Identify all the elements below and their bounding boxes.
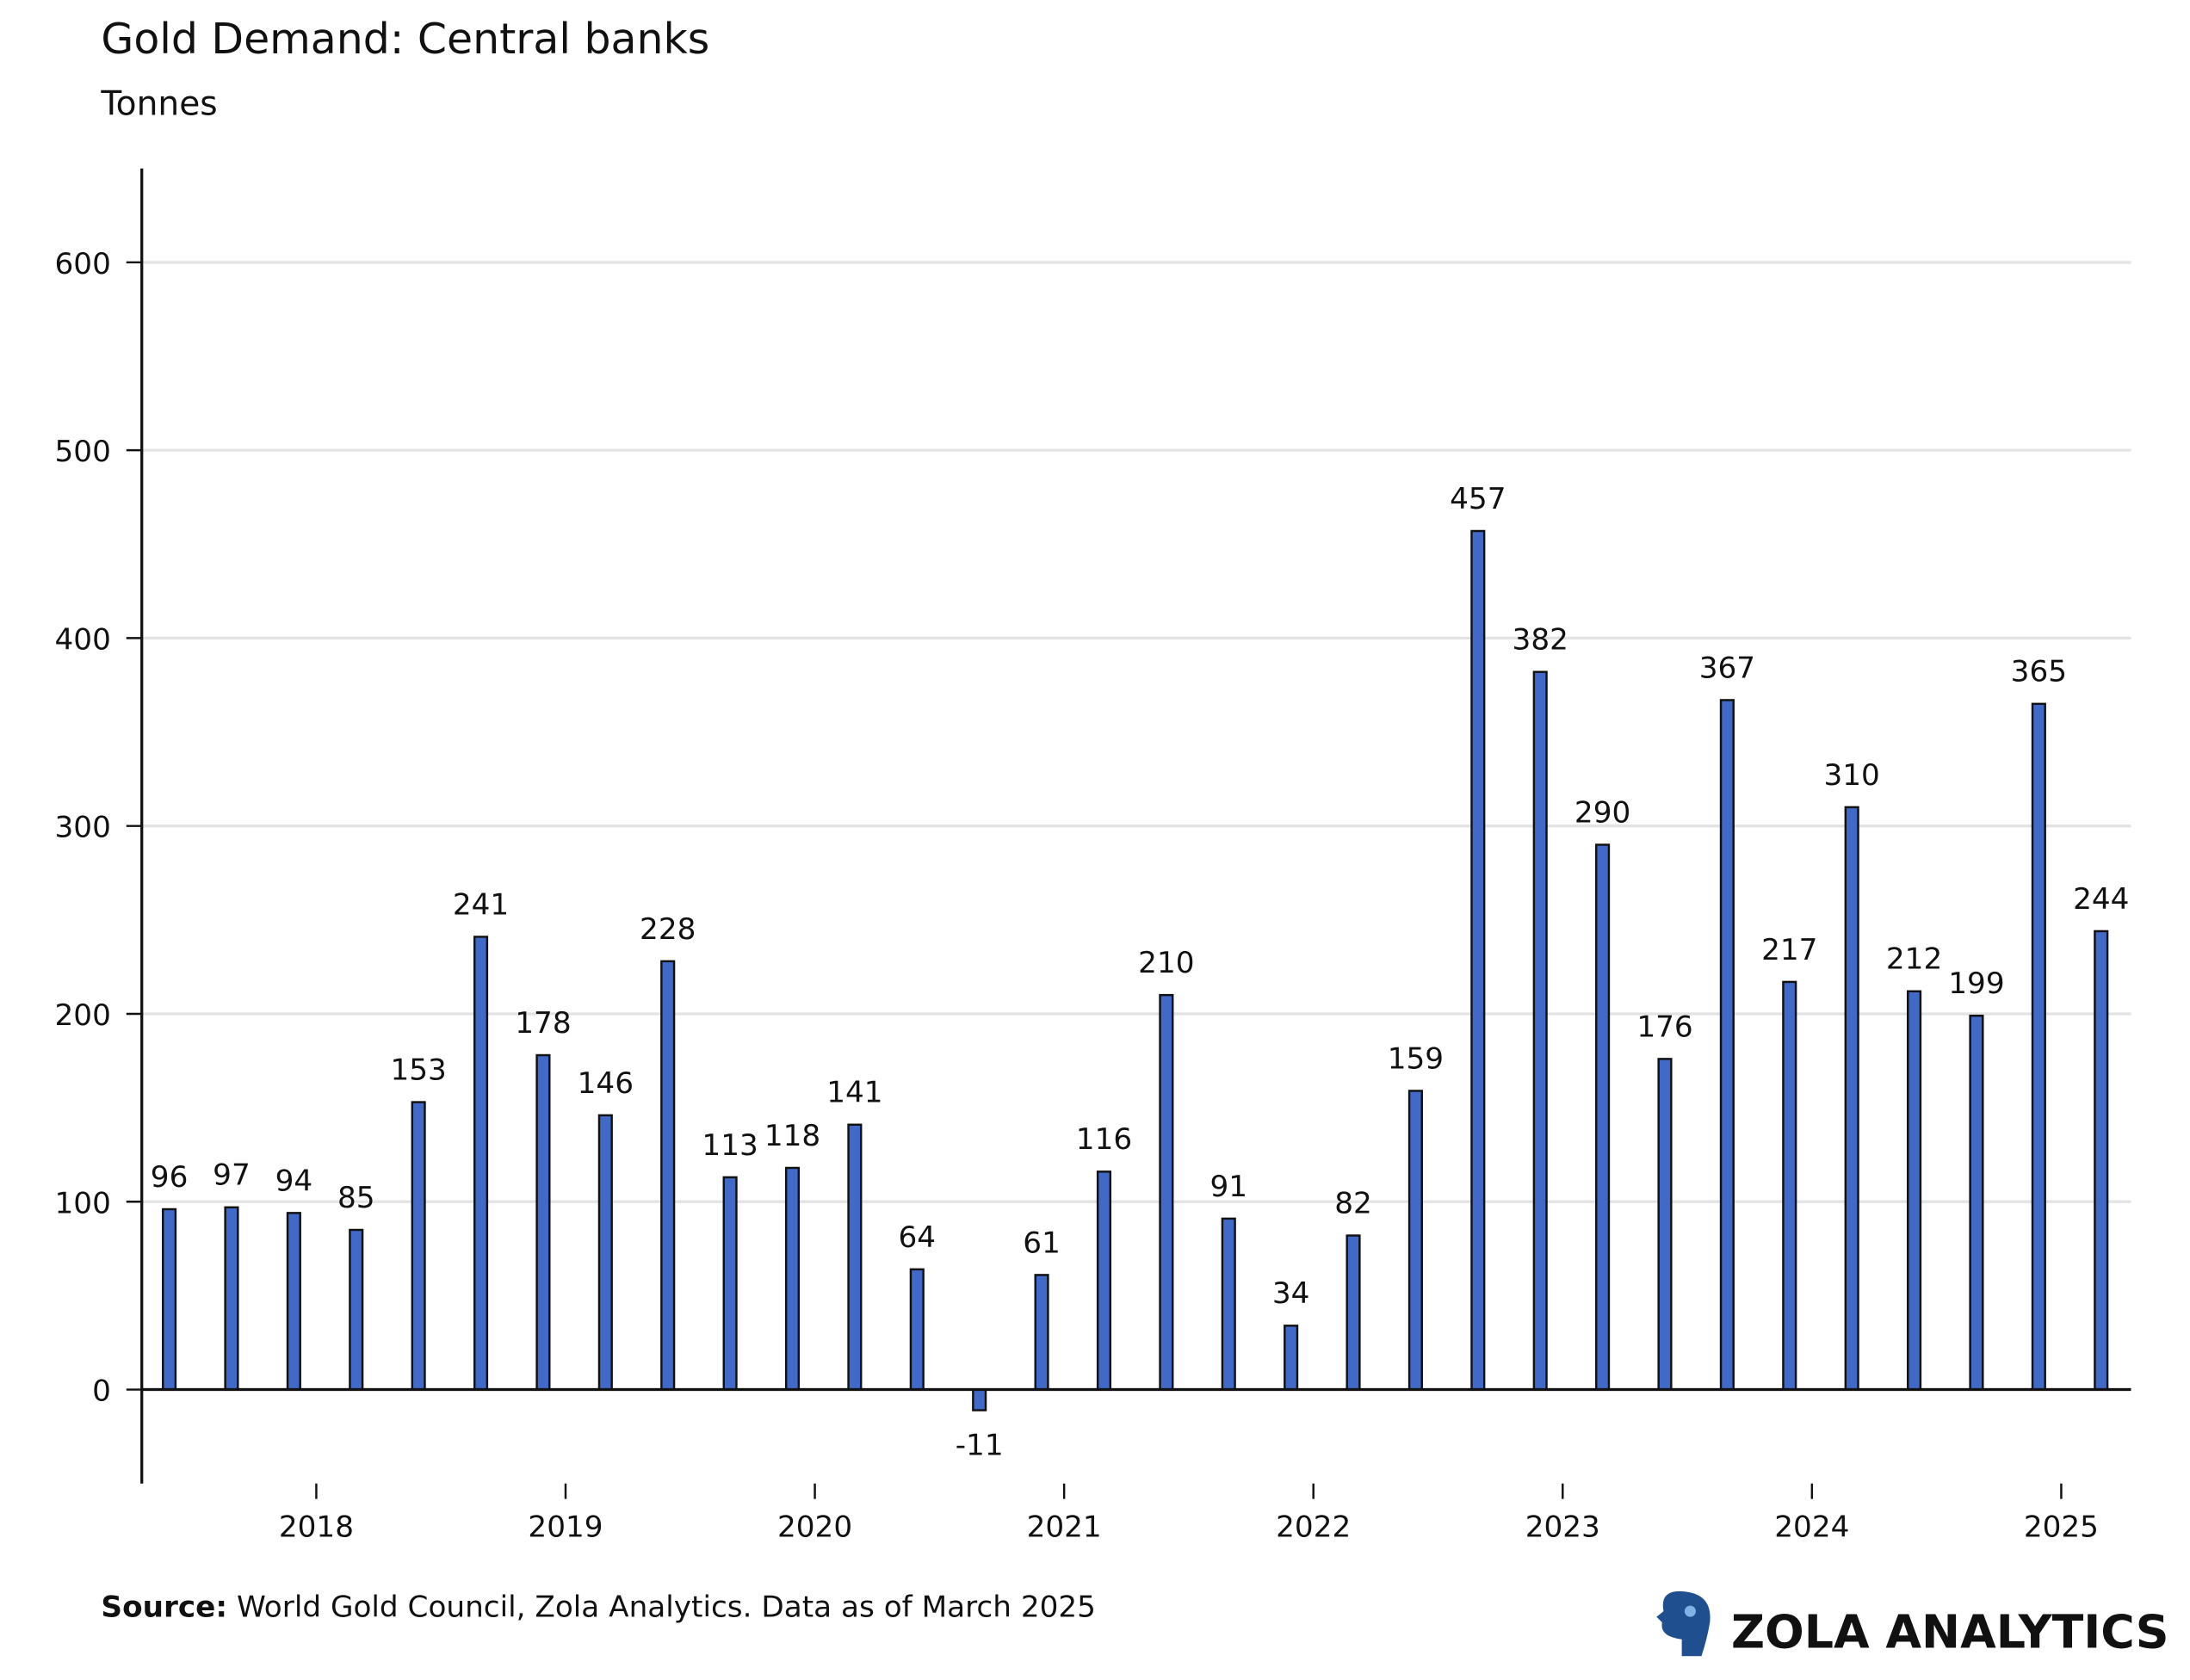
value-label: 228 <box>640 912 696 947</box>
value-label: 367 <box>1699 651 1755 685</box>
bar <box>535 1053 551 1391</box>
bar <box>162 1208 177 1391</box>
value-label: 141 <box>826 1076 882 1110</box>
x-tick-label: 2024 <box>1774 1510 1849 1545</box>
value-label: 64 <box>899 1220 937 1255</box>
y-tick-label: 100 <box>55 1186 111 1220</box>
value-label: 113 <box>702 1128 758 1163</box>
bar <box>909 1268 925 1391</box>
value-label: 199 <box>1948 967 2004 1001</box>
x-tick-label: 2021 <box>1027 1510 1102 1545</box>
y-tick-label: 500 <box>55 435 111 469</box>
value-label: 82 <box>1334 1186 1372 1220</box>
source-note: Source: World Gold Council, Zola Analyti… <box>101 1590 1096 1625</box>
bar <box>1719 699 1735 1391</box>
bar <box>1782 980 1797 1391</box>
value-label: 178 <box>515 1006 571 1041</box>
value-label: 365 <box>2011 655 2067 689</box>
bar <box>349 1228 364 1391</box>
bar <box>411 1101 426 1391</box>
value-label: 210 <box>1138 946 1194 980</box>
value-label: 290 <box>1574 795 1630 830</box>
value-label: 97 <box>213 1158 251 1193</box>
bar <box>597 1114 613 1391</box>
bar <box>2094 930 2109 1391</box>
bar <box>722 1176 738 1391</box>
bar <box>1844 806 1859 1391</box>
value-label: 310 <box>1823 758 1879 793</box>
y-tick-label: 600 <box>55 247 111 281</box>
value-label: 34 <box>1272 1276 1310 1311</box>
value-label: 241 <box>453 887 509 922</box>
value-label: 212 <box>1886 942 1942 977</box>
x-tick-label: 2023 <box>1525 1510 1600 1545</box>
bar <box>1034 1274 1049 1391</box>
source-label: Source: <box>101 1590 227 1625</box>
brand-logo: ZOLA ANALYTICS <box>1656 1590 2169 1658</box>
bar <box>473 936 489 1391</box>
value-label: 457 <box>1450 482 1506 516</box>
bar <box>1346 1234 1361 1391</box>
value-label: 159 <box>1388 1041 1444 1076</box>
y-tick-label: 400 <box>55 622 111 657</box>
bar <box>1159 993 1174 1391</box>
x-tick-label: 2018 <box>279 1510 354 1545</box>
source-text: World Gold Council, Zola Analytics. Data… <box>237 1590 1096 1625</box>
bar <box>1657 1058 1673 1391</box>
bar <box>1407 1090 1423 1391</box>
chart-subtitle: Tonnes <box>100 85 217 124</box>
chart-title: Gold Demand: Central banks <box>101 15 709 64</box>
brand-icon <box>1656 1590 1711 1657</box>
bar <box>847 1123 863 1391</box>
bar <box>972 1388 987 1411</box>
x-tick-label: 2020 <box>777 1510 852 1545</box>
bar <box>1096 1170 1112 1391</box>
x-tick-label: 2022 <box>1276 1510 1351 1545</box>
x-tick-label: 2025 <box>2024 1510 2099 1545</box>
value-label: 382 <box>1513 623 1568 658</box>
value-label: 116 <box>1076 1122 1132 1157</box>
bar <box>1284 1325 1299 1391</box>
y-tick-label: 200 <box>55 998 111 1033</box>
y-tick-label: 300 <box>55 811 111 845</box>
bar <box>1221 1217 1236 1391</box>
value-label: 176 <box>1636 1010 1692 1044</box>
value-label: 118 <box>764 1119 820 1153</box>
bar <box>1470 529 1486 1391</box>
value-label: 85 <box>337 1181 375 1215</box>
x-tick-label: 2019 <box>528 1510 603 1545</box>
bar <box>1907 990 1922 1391</box>
bar <box>2031 702 2046 1391</box>
value-label: -11 <box>956 1429 1004 1463</box>
bar <box>660 960 676 1391</box>
value-label: 146 <box>578 1066 634 1101</box>
bar <box>1595 843 1611 1391</box>
value-label: 153 <box>390 1053 446 1087</box>
bar <box>286 1212 301 1391</box>
bar <box>784 1166 801 1391</box>
brand-icon-dot <box>1684 1605 1696 1617</box>
value-label: 217 <box>1761 933 1817 967</box>
y-tick-label: 0 <box>92 1374 111 1409</box>
value-label: 94 <box>275 1164 313 1198</box>
bar <box>1532 670 1548 1391</box>
bar <box>224 1206 239 1391</box>
value-label: 91 <box>1209 1170 1247 1204</box>
brand-name: ZOLA ANALYTICS <box>1731 1604 2168 1658</box>
bar <box>1969 1014 1984 1391</box>
value-label: 96 <box>151 1160 189 1195</box>
value-label: 61 <box>1023 1226 1061 1260</box>
value-label: 244 <box>2073 882 2129 917</box>
